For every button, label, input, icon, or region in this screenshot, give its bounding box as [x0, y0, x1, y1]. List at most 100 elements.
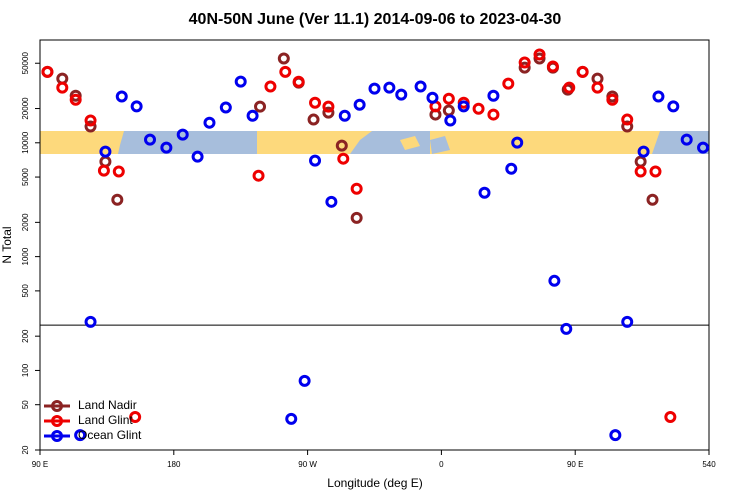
point — [368, 82, 381, 95]
point — [69, 89, 82, 102]
y-tick-label: 20 — [21, 445, 30, 454]
legend-label: Ocean Glint — [78, 428, 142, 442]
point — [637, 145, 650, 158]
point — [395, 88, 408, 101]
point — [99, 145, 112, 158]
point — [350, 211, 363, 224]
x-tick-label: 90 E — [32, 460, 48, 469]
legend-label: Land Nadir — [78, 398, 137, 412]
x-tick-label: 540 — [702, 460, 716, 469]
point — [646, 193, 659, 206]
point — [191, 150, 204, 163]
point — [414, 80, 427, 93]
point — [563, 81, 576, 94]
point — [285, 412, 298, 425]
point — [621, 113, 634, 126]
point — [298, 374, 311, 387]
point — [129, 410, 142, 423]
point — [252, 169, 265, 182]
point — [56, 81, 69, 94]
point — [634, 165, 647, 178]
y-axis-label: N Total — [0, 226, 14, 263]
point — [649, 165, 662, 178]
point — [546, 60, 559, 73]
point — [697, 141, 710, 154]
x-tick-label: 180 — [167, 460, 181, 469]
point — [41, 65, 54, 78]
point — [144, 133, 157, 146]
point — [325, 195, 338, 208]
legend-marker — [51, 400, 63, 412]
point — [591, 81, 604, 94]
point — [478, 186, 491, 199]
point — [203, 116, 216, 129]
map-strip — [40, 131, 709, 154]
point — [307, 113, 320, 126]
legend-label: Land Glint — [78, 413, 133, 427]
plot-frame — [39, 39, 710, 451]
point — [353, 98, 366, 111]
y-tick-label: 1000 — [21, 247, 30, 265]
point — [322, 106, 335, 119]
series — [74, 75, 710, 442]
point — [322, 100, 335, 113]
point — [502, 77, 515, 90]
point — [350, 182, 363, 195]
point — [279, 65, 292, 78]
point — [115, 90, 128, 103]
point — [606, 93, 619, 106]
point — [576, 65, 589, 78]
point — [652, 90, 665, 103]
point — [84, 315, 97, 328]
point — [444, 114, 457, 127]
point — [246, 109, 259, 122]
point — [518, 56, 531, 69]
point — [533, 48, 546, 61]
series — [41, 48, 677, 423]
point — [264, 80, 277, 93]
point — [292, 75, 305, 88]
point — [621, 120, 634, 133]
y-tick-label: 500 — [21, 284, 30, 298]
point — [621, 315, 634, 328]
point — [664, 410, 677, 423]
point — [219, 101, 232, 114]
point — [74, 429, 87, 442]
point — [505, 162, 518, 175]
point — [111, 193, 124, 206]
point — [680, 133, 693, 146]
y-tick-label: 50 — [21, 400, 30, 409]
y-tick-label: 50000 — [21, 52, 30, 75]
point — [160, 141, 173, 154]
point — [560, 322, 573, 335]
point — [511, 136, 524, 149]
point — [667, 100, 680, 113]
legend-marker — [51, 415, 63, 427]
point — [487, 89, 500, 102]
point — [176, 128, 189, 141]
point — [309, 154, 322, 167]
point — [472, 102, 485, 115]
point — [487, 108, 500, 121]
point — [442, 92, 455, 105]
point — [548, 274, 561, 287]
y-tick-label: 20000 — [21, 97, 30, 120]
legend-marker — [51, 430, 63, 442]
point — [426, 91, 439, 104]
point — [383, 81, 396, 94]
x-tick-label: 0 — [439, 460, 444, 469]
point — [84, 114, 97, 127]
point — [97, 164, 110, 177]
point — [609, 429, 622, 442]
point — [533, 52, 546, 65]
y-tick-label: 200 — [21, 329, 30, 343]
y-tick-label: 10000 — [21, 131, 30, 154]
y-tick-label: 5000 — [21, 168, 30, 186]
y-tick-label: 2000 — [21, 213, 30, 231]
point — [335, 139, 348, 152]
point — [84, 120, 97, 133]
point — [518, 61, 531, 74]
point — [457, 100, 470, 113]
point — [337, 152, 350, 165]
